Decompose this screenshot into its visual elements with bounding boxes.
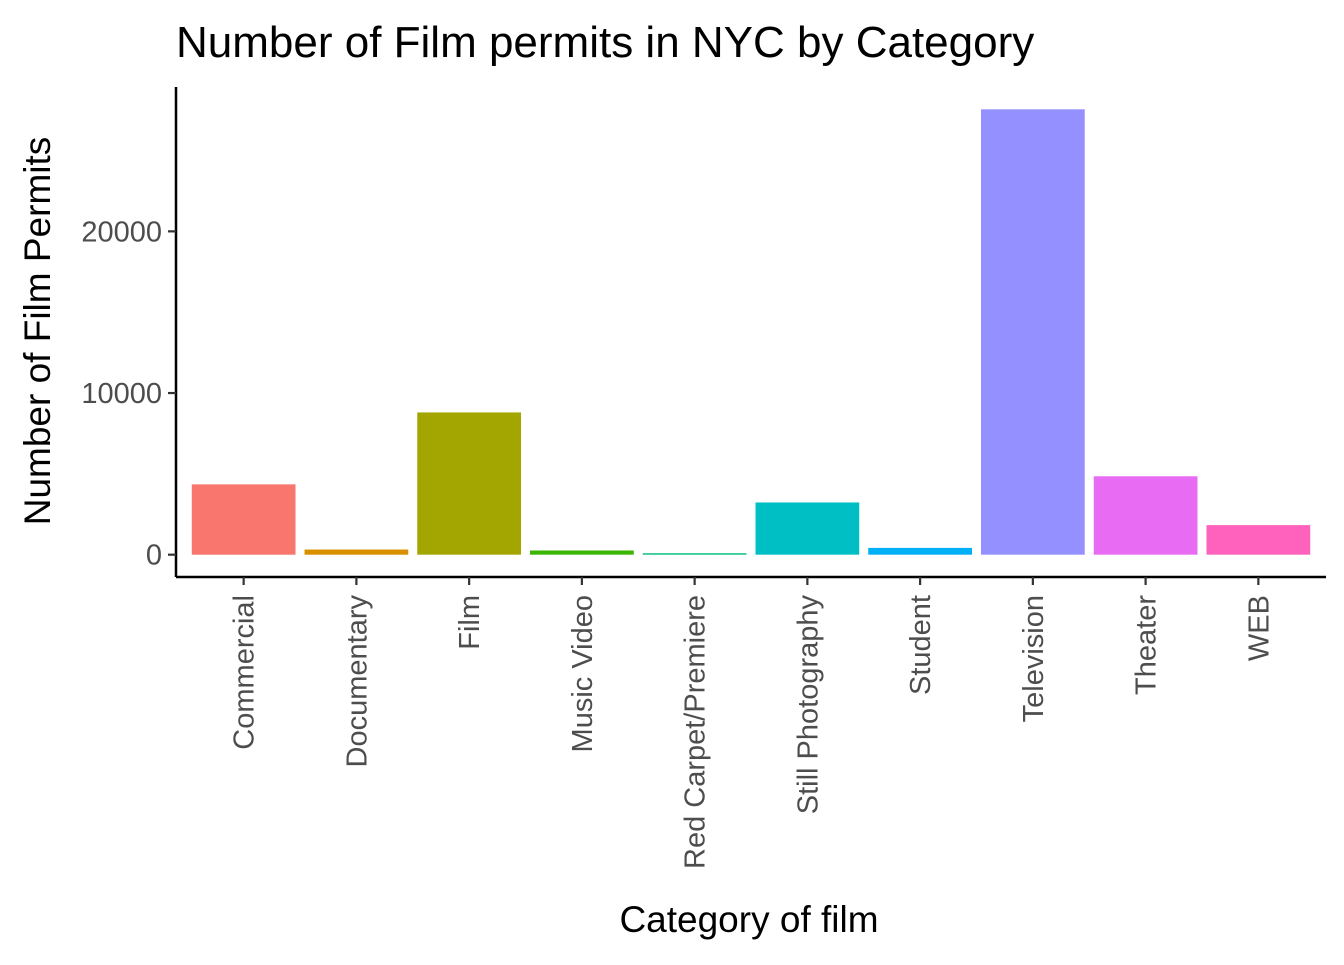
y-axis-title: Number of Film Permits <box>17 137 58 526</box>
y-tick-label: 0 <box>146 540 162 572</box>
x-axis-title: Category of film <box>619 899 878 940</box>
y-axis-ticks: 0 10000 20000 <box>81 216 176 572</box>
bar-red-carpet-premiere <box>642 553 747 555</box>
bar-documentary <box>304 549 409 555</box>
bar-still-photography <box>755 502 860 555</box>
bar-student <box>868 547 972 555</box>
bar-web <box>1206 525 1311 555</box>
bars-layer <box>191 109 1311 555</box>
y-tick-label: 10000 <box>81 378 162 410</box>
bar-music-video <box>530 550 634 555</box>
x-tick-label-still-photography: Still Photography <box>792 595 824 815</box>
x-axis-ticks: Commercial Documentary Film Music Video Red … <box>229 577 1275 869</box>
x-tick-label-web: WEB <box>1243 595 1275 661</box>
x-tick-label-red-carpet-premiere: Red Carpet/Premiere <box>680 595 712 869</box>
x-tick-label-theater: Theater <box>1131 595 1163 695</box>
x-tick-label-commercial: Commercial <box>229 595 261 750</box>
bar-commercial <box>191 484 296 555</box>
x-tick-label-documentary: Documentary <box>341 595 373 768</box>
bar-film <box>417 412 521 555</box>
y-tick-label: 20000 <box>81 216 162 248</box>
x-tick-label-music-video: Music Video <box>567 595 599 752</box>
x-tick-label-television: Television <box>1018 595 1050 722</box>
bar-television <box>981 109 1085 555</box>
chart-title: Number of Film permits in NYC by Categor… <box>176 18 1034 67</box>
x-tick-label-student: Student <box>905 595 937 695</box>
x-tick-label-film: Film <box>454 595 486 650</box>
bar-theater <box>1093 476 1198 555</box>
